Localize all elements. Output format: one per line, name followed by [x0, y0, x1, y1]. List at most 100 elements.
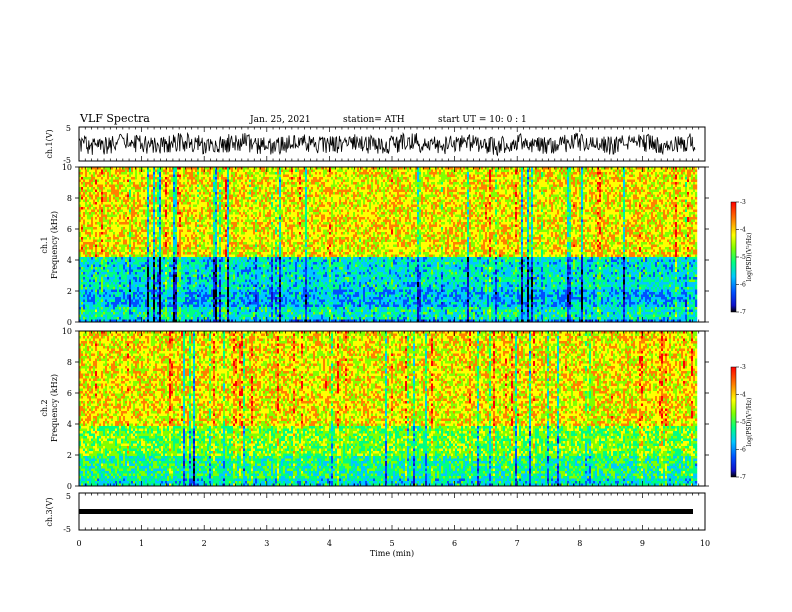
spectrogram-cell	[221, 219, 224, 223]
spectrogram-cell	[149, 219, 152, 223]
spectrogram-cell	[217, 299, 220, 303]
spectrogram-cell	[99, 264, 102, 268]
spectrogram-cell	[211, 227, 214, 230]
spectrogram-cell	[147, 287, 150, 290]
spectrogram-cell	[187, 282, 190, 285]
spectrogram-cell	[171, 244, 174, 248]
spectrogram-cell	[115, 179, 118, 183]
spectrogram-cell	[97, 317, 100, 320]
spectrogram-cell	[191, 282, 194, 285]
spectrogram-cell	[101, 217, 104, 220]
spectrogram-cell	[125, 227, 128, 230]
spectrogram-cell	[111, 212, 114, 215]
spectrogram-cell	[81, 267, 84, 270]
spectrogram-cell	[205, 174, 208, 178]
spectrogram-cell	[229, 284, 232, 288]
spectrogram-cell	[145, 184, 148, 188]
spectrogram-cell	[145, 297, 148, 300]
spectrogram-cell	[79, 267, 82, 270]
spectrogram-cell	[177, 264, 180, 268]
spectrogram-cell	[195, 272, 198, 275]
spectrogram-cell	[103, 277, 106, 280]
spectrogram-cell	[233, 302, 236, 305]
spectrogram-cell	[79, 207, 82, 210]
spectrogram-cell	[101, 252, 104, 255]
spectrogram-cell	[137, 249, 140, 253]
spectrogram-cell	[219, 172, 222, 175]
spectrogram-cell	[161, 202, 164, 205]
spectrogram-cell	[221, 167, 224, 170]
spectrogram-cell	[159, 247, 162, 250]
spectrogram-cell	[185, 252, 188, 255]
spectrogram-cell	[103, 214, 106, 218]
spectrogram-cell	[115, 234, 118, 238]
spectrogram-cell	[221, 309, 224, 313]
spectrogram-cell	[201, 232, 204, 235]
spectrogram-cell	[111, 217, 114, 220]
spectrogram-cell	[147, 224, 150, 228]
spectrogram-cell	[115, 272, 118, 275]
spectrogram-cell	[167, 177, 170, 180]
spectrogram-cell	[205, 229, 208, 233]
spectrogram-cell	[173, 167, 176, 170]
spectrogram-cell	[115, 244, 118, 248]
spectrogram-cell	[163, 189, 166, 193]
spectrogram-cell	[215, 267, 218, 270]
spectrogram-cell	[195, 197, 198, 200]
spectrogram-cell	[153, 192, 156, 195]
spectrogram-cell	[187, 289, 190, 293]
spectrogram-cell	[167, 187, 170, 190]
spectrogram-cell	[139, 257, 142, 260]
spectrogram-cell	[167, 182, 170, 185]
spectrogram-cell	[135, 202, 138, 205]
spectrogram-cell	[161, 229, 164, 233]
spectrogram-cell	[179, 167, 182, 170]
spectrogram-cell	[147, 307, 150, 310]
spectrogram-cell	[157, 239, 160, 243]
spectrogram-cell	[141, 272, 144, 275]
spectrogram-cell	[81, 312, 84, 315]
spectrogram-cell	[165, 204, 168, 208]
spectrogram-cell	[169, 234, 172, 238]
spectrogram-cell	[117, 184, 120, 188]
spectrogram-cell	[229, 174, 232, 178]
spectrogram-cell	[211, 304, 214, 308]
spectrogram-cell	[187, 254, 190, 258]
spectrogram-cell	[131, 307, 134, 310]
spectrogram-cell	[81, 222, 84, 225]
spectrogram-cell	[85, 194, 88, 198]
spectrogram-cell	[177, 282, 180, 285]
spectrogram-cell	[95, 304, 98, 308]
spectrogram-cell	[201, 277, 204, 280]
spectrogram-cell	[177, 182, 180, 185]
spectrogram-cell	[115, 239, 118, 243]
spectrogram-cell	[83, 252, 86, 255]
spectrogram-cell	[233, 209, 236, 213]
spectrogram-cell	[151, 244, 154, 248]
spectrogram-cell	[169, 174, 172, 178]
spectrogram-cell	[129, 169, 132, 173]
spectrogram-cell	[97, 239, 100, 243]
spectrogram-cell	[151, 222, 154, 225]
spectrogram-cell	[189, 284, 192, 288]
spectrogram-cell	[153, 219, 156, 223]
spectrogram-cell	[99, 282, 102, 285]
spectrogram-cell	[141, 227, 144, 230]
spectrogram-cell	[153, 207, 156, 210]
spectrogram-cell	[93, 259, 96, 263]
spectrogram-cell	[127, 314, 130, 318]
spectrogram-cell	[149, 282, 152, 285]
spectrogram-cell	[211, 287, 214, 290]
spectrogram-cell	[121, 267, 124, 270]
spectrogram-cell	[167, 172, 170, 175]
spectrogram-cell	[81, 167, 84, 170]
spectrogram-cell	[133, 282, 136, 285]
spectrogram-cell	[143, 174, 146, 178]
spectrogram-cell	[217, 247, 220, 250]
spectrogram-cell	[167, 307, 170, 310]
spectrogram-cell	[185, 217, 188, 220]
spectrogram-cell	[173, 209, 176, 213]
spectrogram-cell	[159, 237, 162, 240]
spectrogram-cell	[187, 257, 190, 260]
spectrogram-cell	[133, 252, 136, 255]
